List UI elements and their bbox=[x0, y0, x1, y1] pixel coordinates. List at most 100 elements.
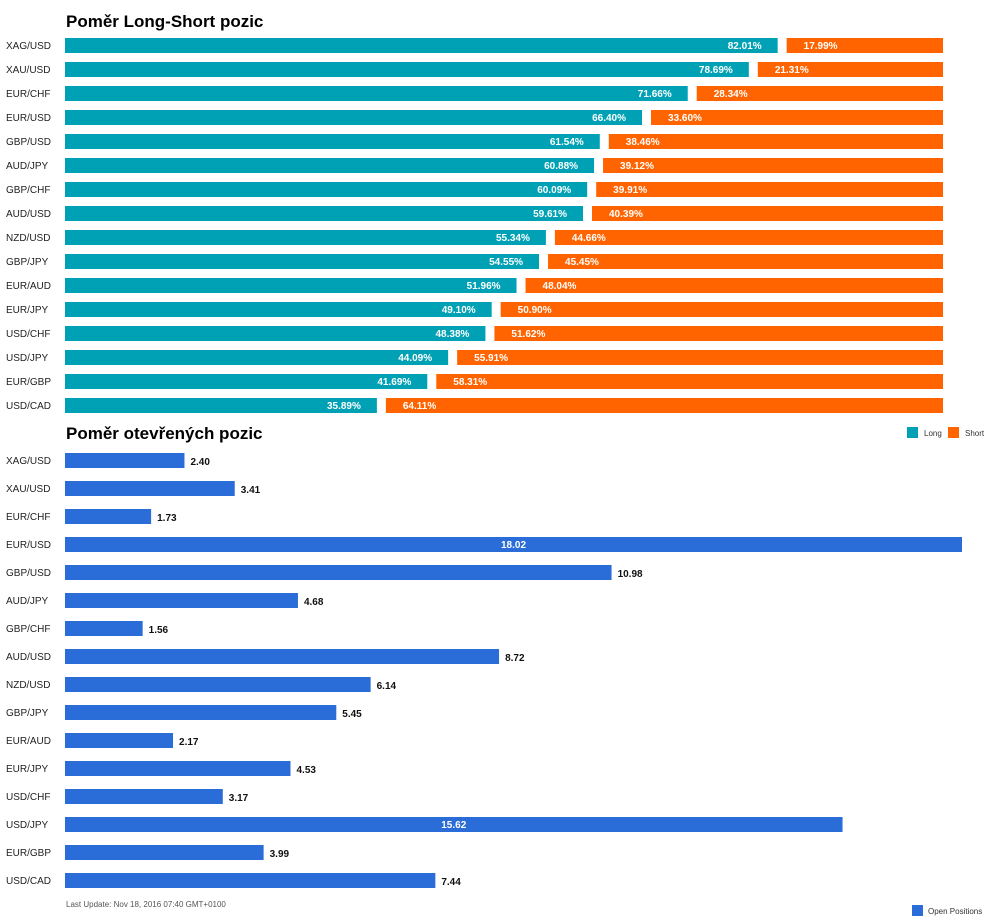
long-bar-usd-chf bbox=[65, 326, 486, 341]
short-bar-xag-usd bbox=[786, 38, 943, 53]
open-positions-value-gbp-usd: 10.98 bbox=[618, 569, 643, 580]
long-bar-usd-jpy bbox=[65, 350, 449, 365]
open-positions-bar-eur-chf bbox=[65, 509, 152, 524]
open-positions-bar-eur-gbp bbox=[65, 845, 264, 860]
open-positions-bar-gbp-chf bbox=[65, 621, 143, 636]
short-bar-usd-chf bbox=[494, 326, 943, 341]
open-positions-bar-aud-usd bbox=[65, 649, 500, 664]
legend-long-label: Long bbox=[924, 429, 942, 438]
open-positions-bar-xau-usd bbox=[65, 481, 235, 496]
open-positions-bar-usd-jpy bbox=[65, 817, 843, 832]
long-value-label-eur-chf: 71.66% bbox=[638, 89, 672, 100]
legend-open-positions-label: Open Positions bbox=[928, 907, 982, 916]
short-value-label-eur-jpy: 50.90% bbox=[518, 305, 552, 316]
open-positions-bar-eur-jpy bbox=[65, 761, 291, 776]
category-label-gbp-usd: GBP/USD bbox=[6, 137, 51, 148]
legend-open-positions-swatch bbox=[912, 905, 923, 916]
long-value-label-nzd-usd: 55.34% bbox=[496, 233, 530, 244]
category-label-usd-chf: USD/CHF bbox=[6, 329, 50, 340]
long-value-label-eur-usd: 66.40% bbox=[592, 113, 626, 124]
short-value-label-aud-usd: 40.39% bbox=[609, 209, 643, 220]
open-positions-bars: XAG/USD 2.40 XAU/USD 3.41 EUR/CHF 1.73 EUR/USD… bbox=[6, 453, 962, 888]
long-value-label-gbp-usd: 61.54% bbox=[550, 137, 584, 148]
long-value-label-usd-jpy: 44.09% bbox=[398, 353, 432, 364]
open-positions-value-aud-jpy: 4.68 bbox=[304, 597, 324, 608]
open-positions-value-gbp-chf: 1.56 bbox=[149, 625, 169, 636]
legend-long: Long bbox=[907, 427, 942, 438]
category-label-xau-usd: XAU/USD bbox=[6, 484, 50, 495]
open-positions-value-nzd-usd: 6.14 bbox=[377, 681, 397, 692]
short-value-label-usd-chf: 51.62% bbox=[511, 329, 545, 340]
category-label-eur-usd: EUR/USD bbox=[6, 113, 51, 124]
category-label-eur-usd: EUR/USD bbox=[6, 540, 51, 551]
long-value-label-aud-usd: 59.61% bbox=[533, 209, 567, 220]
open-positions-bar-eur-usd bbox=[65, 537, 962, 552]
legend-short-label: Short bbox=[965, 429, 985, 438]
long-bar-gbp-chf bbox=[65, 182, 588, 197]
short-bar-eur-usd bbox=[651, 110, 943, 125]
short-value-label-xag-usd: 17.99% bbox=[804, 41, 838, 52]
long-bar-gbp-jpy bbox=[65, 254, 540, 269]
category-label-usd-cad: USD/CAD bbox=[6, 401, 51, 412]
short-bar-eur-aud bbox=[525, 278, 943, 293]
long-short-chart: Poměr Long-Short pozic XAG/USD 82.01% 17.9… bbox=[6, 12, 943, 413]
short-bar-eur-chf bbox=[696, 86, 943, 101]
long-value-label-xag-usd: 82.01% bbox=[728, 41, 762, 52]
category-label-xag-usd: XAG/USD bbox=[6, 456, 51, 467]
short-value-label-nzd-usd: 44.66% bbox=[572, 233, 606, 244]
open-positions-bar-aud-jpy bbox=[65, 593, 298, 608]
open-positions-value-aud-usd: 8.72 bbox=[505, 653, 525, 664]
legend-short: Short bbox=[948, 427, 985, 438]
category-label-aud-jpy: AUD/JPY bbox=[6, 161, 49, 172]
category-label-eur-jpy: EUR/JPY bbox=[6, 305, 49, 316]
short-value-label-gbp-chf: 39.91% bbox=[613, 185, 647, 196]
category-label-usd-chf: USD/CHF bbox=[6, 792, 50, 803]
short-value-label-eur-gbp: 58.31% bbox=[453, 377, 487, 388]
short-bar-aud-jpy bbox=[603, 158, 943, 173]
open-positions-bar-usd-cad bbox=[65, 873, 436, 888]
open-positions-chart-title: Poměr otevřených pozic bbox=[66, 424, 263, 443]
long-value-label-usd-cad: 35.89% bbox=[327, 401, 361, 412]
short-bar-xau-usd bbox=[757, 62, 943, 77]
category-label-gbp-chf: GBP/CHF bbox=[6, 185, 50, 196]
category-label-eur-chf: EUR/CHF bbox=[6, 512, 50, 523]
open-positions-value-xag-usd: 2.40 bbox=[190, 457, 210, 468]
long-bar-aud-usd bbox=[65, 206, 584, 221]
short-bar-eur-jpy bbox=[500, 302, 943, 317]
open-positions-bar-gbp-usd bbox=[65, 565, 612, 580]
open-positions-value-eur-usd: 18.02 bbox=[501, 540, 526, 551]
long-short-bars: XAG/USD 82.01% 17.99% XAU/USD 78.69% 21.31% EU… bbox=[6, 38, 943, 413]
category-label-eur-chf: EUR/CHF bbox=[6, 89, 50, 100]
category-label-eur-aud: EUR/AUD bbox=[6, 281, 51, 292]
short-bar-aud-usd bbox=[592, 206, 943, 221]
short-value-label-eur-chf: 28.34% bbox=[714, 89, 748, 100]
short-value-label-eur-usd: 33.60% bbox=[668, 113, 702, 124]
short-bar-eur-gbp bbox=[436, 374, 943, 389]
open-positions-bar-xag-usd bbox=[65, 453, 185, 468]
short-bar-usd-jpy bbox=[457, 350, 943, 365]
category-label-nzd-usd: NZD/USD bbox=[6, 233, 50, 244]
legend-short-swatch bbox=[948, 427, 959, 438]
category-label-aud-jpy: AUD/JPY bbox=[6, 596, 49, 607]
long-bar-nzd-usd bbox=[65, 230, 546, 245]
category-label-xag-usd: XAG/USD bbox=[6, 41, 51, 52]
open-positions-bar-gbp-jpy bbox=[65, 705, 337, 720]
short-value-label-gbp-jpy: 45.45% bbox=[565, 257, 599, 268]
category-label-usd-cad: USD/CAD bbox=[6, 876, 51, 887]
short-value-label-usd-jpy: 55.91% bbox=[474, 353, 508, 364]
open-positions-chart: Poměr otevřených pozic XAG/USD 2.40 XAU/US… bbox=[6, 424, 985, 916]
category-label-eur-gbp: EUR/GBP bbox=[6, 377, 51, 388]
open-positions-value-gbp-jpy: 5.45 bbox=[342, 709, 362, 720]
open-positions-value-xau-usd: 3.41 bbox=[241, 485, 261, 496]
category-label-usd-jpy: USD/JPY bbox=[6, 353, 49, 364]
long-bar-eur-gbp bbox=[65, 374, 428, 389]
long-value-label-eur-gbp: 41.69% bbox=[377, 377, 411, 388]
long-value-label-usd-chf: 48.38% bbox=[436, 329, 470, 340]
open-positions-value-eur-jpy: 4.53 bbox=[296, 765, 316, 776]
open-positions-value-eur-aud: 2.17 bbox=[179, 737, 199, 748]
category-label-usd-jpy: USD/JPY bbox=[6, 820, 49, 831]
long-bar-eur-aud bbox=[65, 278, 517, 293]
open-positions-bar-usd-chf bbox=[65, 789, 223, 804]
category-label-nzd-usd: NZD/USD bbox=[6, 680, 50, 691]
open-positions-value-eur-chf: 1.73 bbox=[157, 513, 177, 524]
